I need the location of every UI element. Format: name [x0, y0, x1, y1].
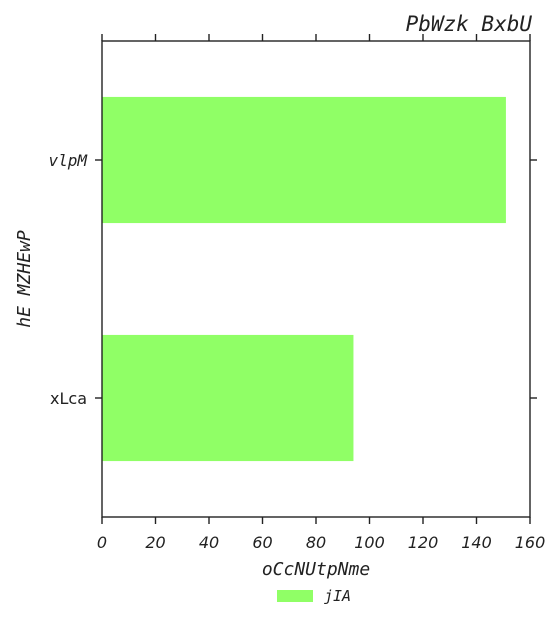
x-tick-label: 40	[199, 533, 219, 552]
x-tick-label: 140	[461, 533, 492, 552]
x-tick-label: 160	[515, 533, 546, 552]
x-tick-label: 100	[354, 533, 385, 552]
y-tick-label: xLca	[50, 389, 87, 408]
x-axis-label: oCcNUtpNme	[262, 559, 370, 580]
y-axis-label: hE MZHEwP	[14, 230, 35, 328]
x-tick-label: 0	[97, 533, 107, 552]
bars-group	[102, 96, 506, 462]
bar-vlpM	[102, 96, 506, 224]
x-tick-label: 60	[252, 533, 272, 552]
x-tick-label: 120	[408, 533, 439, 552]
ticks-group: vlpM xLca 0 20 40 60 80 100 120 140 160	[48, 34, 545, 552]
x-tick-label: 80	[306, 533, 326, 552]
legend-swatch	[277, 590, 313, 602]
x-tick-label: 20	[145, 533, 165, 552]
legend-label: jIA	[324, 587, 351, 605]
y-tick-label: vlpM	[48, 151, 88, 170]
legend: jIA	[277, 587, 351, 605]
bar-xLca	[102, 334, 354, 462]
plot-frame	[101, 40, 531, 518]
chart-title: PbWzk BxbU	[406, 12, 533, 36]
